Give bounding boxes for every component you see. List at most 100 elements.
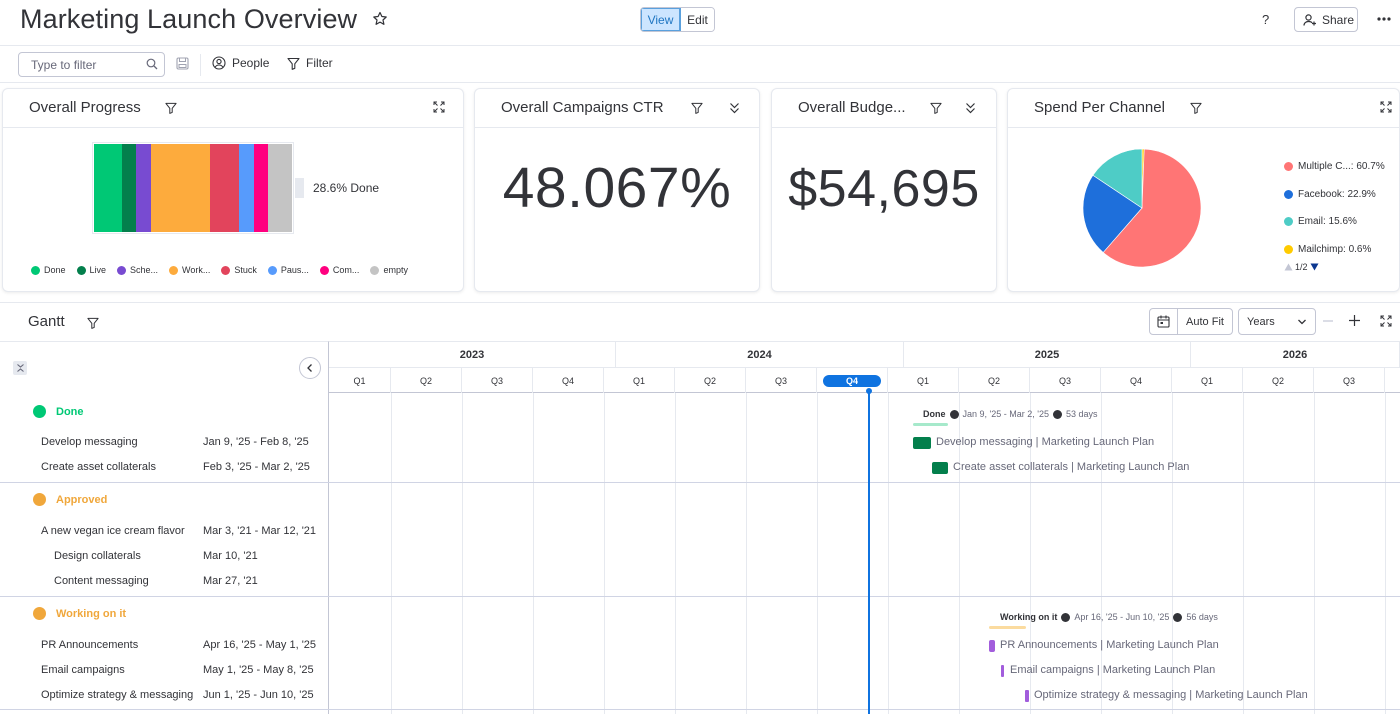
edit-button[interactable]: Edit [681,8,714,31]
progress-segment-scheduled [136,144,151,232]
gantt-bar[interactable] [932,462,948,474]
item-name[interactable]: Develop messaging [41,436,138,448]
gantt-bar[interactable] [913,437,931,449]
gantt-bar[interactable] [1025,690,1029,702]
collapse-all-icon[interactable] [13,361,27,375]
item-dates: Jun 1, '25 - Jun 10, '25 [203,689,314,701]
legend-item[interactable]: Multiple C...: 60.7% [1284,153,1385,181]
progress-segment-paused [239,144,254,232]
expand-icon[interactable] [433,101,445,113]
quarter-label: Q4 [817,368,888,393]
zoom-in-icon[interactable] [1348,314,1361,327]
grid-line [959,393,960,714]
progress-segment-empty [268,144,292,232]
legend-label: Com... [332,265,360,275]
people-filter-button[interactable]: People [212,56,269,70]
legend-label: Sche... [130,265,159,275]
filter-icon[interactable] [165,102,177,114]
grid-line [604,393,605,714]
item-name[interactable]: Email campaigns [41,664,125,676]
group-header-approved[interactable]: Approved [33,493,107,506]
group-name: Working on it [56,607,127,620]
legend-swatch [319,265,329,275]
group-header-working-on-it[interactable]: Working on it [33,607,126,620]
spend-per-channel-widget: Spend Per Channel Multiple C...: 60.7% Fa… [1007,88,1400,292]
widget-divider [772,127,996,128]
group-color-dot [33,405,46,418]
item-dates: Feb 3, '25 - Mar 2, '25 [203,461,310,473]
progress-segment-stuck [210,144,239,232]
group-header-done[interactable]: Done [33,405,84,418]
pie-slice-facebook[interactable] [1082,174,1143,253]
legend-item: Stuck [221,265,257,275]
pager-prev-icon[interactable] [1284,263,1293,271]
pie-legend: Multiple C...: 60.7% Facebook: 22.9% Email… [1284,153,1385,263]
collapse-panel-button[interactable] [299,357,321,379]
legend-label: Paus... [280,265,309,275]
gantt-bar-label: Optimize strategy & messaging | Marketin… [1034,689,1308,701]
legend-label: empty [383,265,408,275]
filter-button[interactable]: Filter [287,56,333,70]
auto-fit-button[interactable]: Auto Fit [1186,315,1224,328]
gantt-item-list [0,341,329,714]
item-name[interactable]: PR Announcements [41,639,139,651]
group-summary-label: Working on it Apr 16, '25 - Jun 10, '25 56… [1000,612,1218,622]
today-marker-dot [866,388,872,394]
filter-icon[interactable] [1190,102,1202,114]
quarter-label: Q3 [462,368,533,393]
pie-slice-multiple-c[interactable] [1102,148,1202,268]
gantt-bar[interactable] [1001,665,1004,677]
legend-item: Live [76,265,106,275]
subitem-name[interactable]: Design collaterals [54,550,141,562]
legend-item[interactable]: Facebook: 22.9% [1284,181,1385,209]
pie-slice-email[interactable] [1092,148,1143,209]
add-person-icon [1303,13,1317,27]
filter-icon[interactable] [87,317,99,329]
save-icon[interactable] [176,57,189,70]
item-name[interactable]: Optimize strategy & messaging [41,689,194,701]
subitem-name[interactable]: Content messaging [54,575,149,587]
legend-item[interactable]: Email: 15.6% [1284,208,1385,236]
filter-icon[interactable] [691,102,703,114]
legend-label: Stuck [234,265,257,275]
item-name[interactable]: A new vegan ice cream flavor [41,525,185,537]
timescale-dropdown[interactable]: Years [1238,308,1316,335]
item-dates: Apr 16, '25 - May 1, '25 [203,639,317,651]
legend-label: Mailchimp: 0.6% [1298,243,1372,255]
quarter-label: Q1 [1172,368,1243,393]
calendar-icon[interactable] [1150,309,1178,334]
gantt-bar[interactable] [989,640,995,652]
group-summary-bar [989,626,1026,629]
legend-label: Multiple C...: 60.7% [1298,161,1385,173]
legend-pager: 1/2 [1284,262,1319,272]
legend-item: Paus... [267,265,309,275]
progress-segment-working [151,144,210,232]
view-button[interactable]: View [641,8,681,31]
zoom-out-icon[interactable] [1322,315,1334,327]
star-icon[interactable] [372,11,388,27]
pager-next-icon[interactable] [1310,263,1319,271]
filter-icon[interactable] [930,102,942,114]
legend-item: Com... [319,265,360,275]
item-name[interactable]: Create asset collaterals [41,461,156,473]
quarter-label: Q1 [888,368,959,393]
collapse-chevron-icon[interactable] [729,102,740,114]
filter-input[interactable] [18,52,165,77]
legend-item[interactable]: Mailchimp: 0.6% [1284,236,1385,264]
quarter-label: Q3 [1030,368,1101,393]
ctr-value: 48.067% [502,156,732,220]
search-icon[interactable] [146,58,158,70]
share-button[interactable]: Share [1294,7,1358,32]
expand-icon[interactable] [1380,101,1392,113]
group-divider [0,596,1400,597]
collapse-chevron-icon[interactable] [965,102,976,114]
help-button[interactable]: ? [1262,12,1270,27]
quarter-label: Q4 [1101,368,1172,393]
more-options-icon[interactable] [1376,11,1392,27]
timeline-header: 2023 2024 2025 2026 Q1 Q2 Q3 Q4 Q1 Q2 Q3 Q4 Q1 Q2 Q3 Q… [329,341,1400,393]
filter-icon [287,57,300,70]
expand-icon[interactable] [1380,315,1392,327]
grid-line [817,393,818,714]
grid-line [888,393,889,714]
legend-item: Sche... [117,265,158,275]
